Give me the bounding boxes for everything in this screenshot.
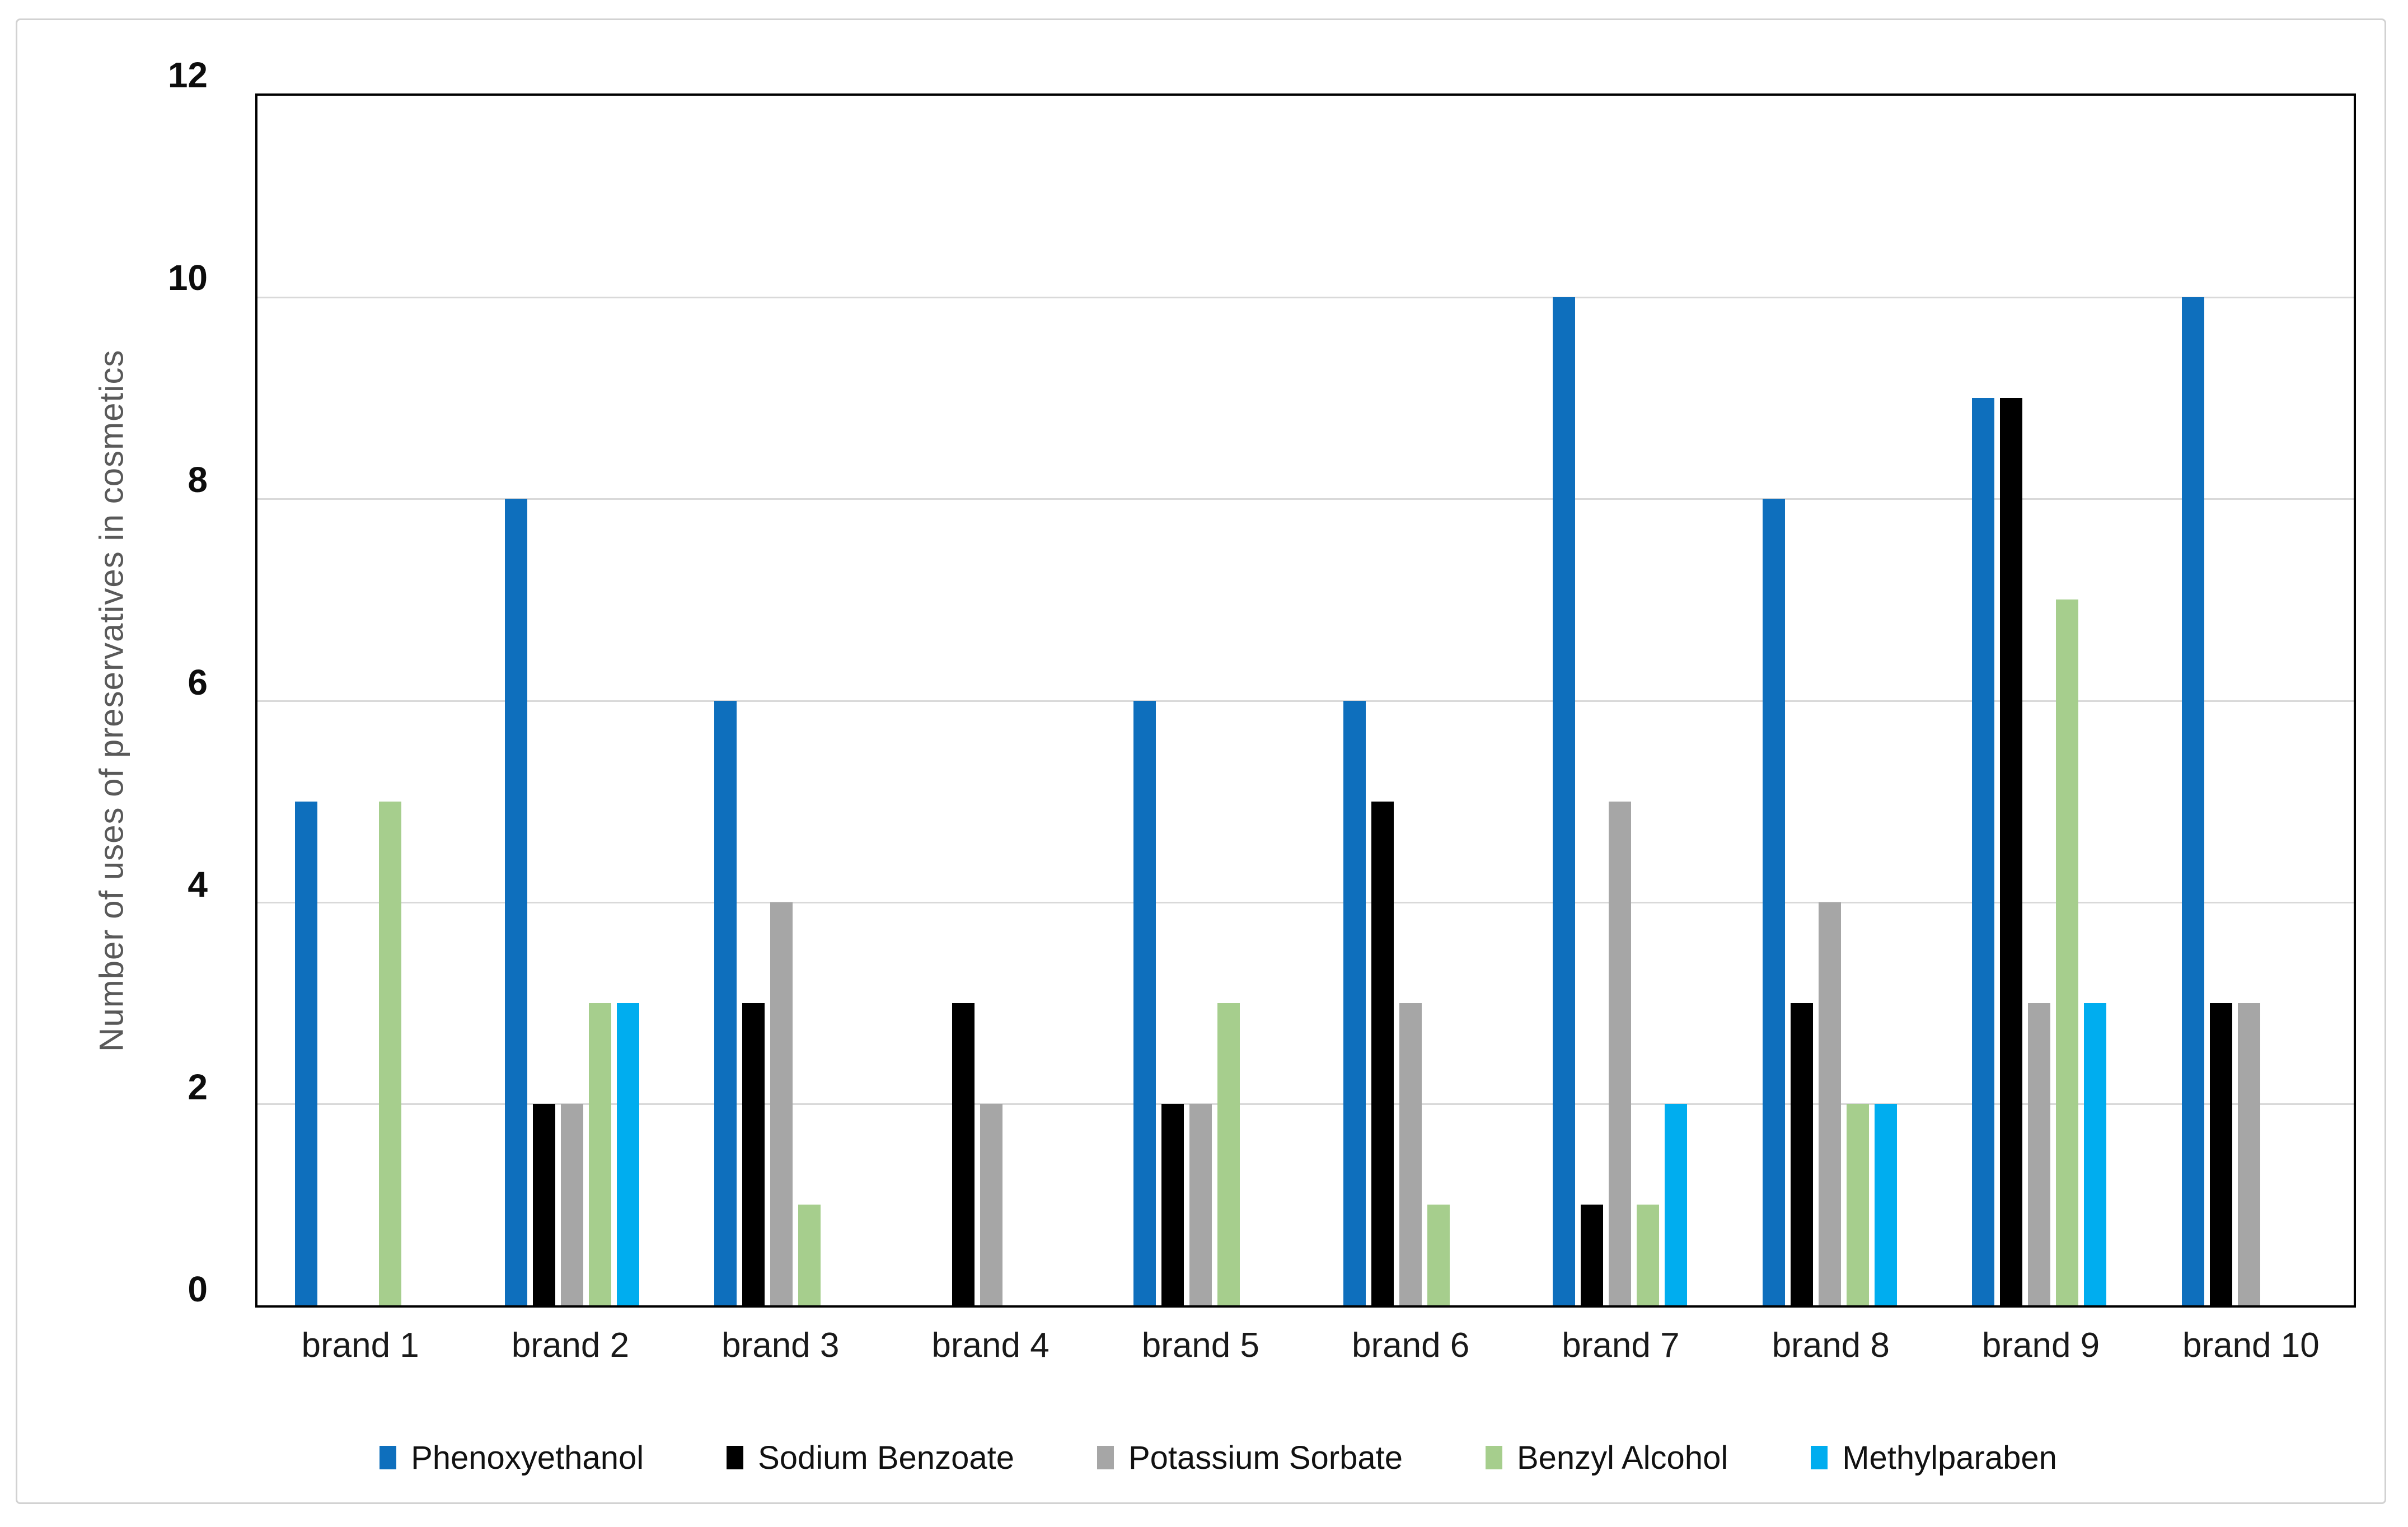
legend-item-methylparaben: Methylparaben [1811,1439,2057,1477]
gridline-2 [257,1103,2354,1105]
bar-sodium-benzoate-brand-8 [1790,1003,1813,1305]
legend-item-benzyl-alcohol: Benzyl Alcohol [1485,1439,1728,1477]
bar-group-brand-2 [467,96,677,1305]
bar-sodium-benzoate-brand-4 [952,1003,975,1305]
bar-methylparaben-brand-2 [616,1003,639,1305]
legend-swatch-methylparaben [1811,1446,1828,1469]
bar-potassium-sorbate-brand-9 [2028,1003,2051,1305]
chart-legend: Phenoxyethanol Sodium Benzoate Potassium S… [33,1435,2404,1480]
legend-label-potassium-sorbate: Potassium Sorbate [1128,1439,1403,1476]
x-label-brand-7: brand 7 [1562,1326,1680,1365]
y-tick-label-10: 10 [167,257,208,298]
bar-benzyl-alcohol-brand-5 [1217,1003,1240,1305]
bar-potassium-sorbate-brand-3 [770,902,793,1305]
legend-label-sodium-benzoate: Sodium Benzoate [758,1439,1014,1476]
bar-benzyl-alcohol-brand-1 [379,801,402,1305]
bar-phenoxyethanol-brand-3 [714,700,737,1305]
x-axis-category-labels: brand 1 brand 2 brand 3 brand 4 brand 5 brand… [255,1325,2356,1365]
chart-frame: Number of uses of preservatives in cosme… [16,18,2386,1504]
gridline-6 [257,700,2354,702]
bar-potassium-sorbate-brand-5 [1189,1103,1212,1305]
bar-benzyl-alcohol-brand-3 [798,1204,821,1305]
bar-potassium-sorbate-brand-7 [1609,801,1632,1305]
bar-potassium-sorbate-brand-4 [980,1103,1002,1305]
bar-methylparaben-brand-9 [2084,1003,2107,1305]
legend-item-sodium-benzoate: Sodium Benzoate [727,1439,1014,1477]
bar-sodium-benzoate-brand-6 [1371,801,1394,1305]
bar-benzyl-alcohol-brand-7 [1637,1204,1660,1305]
bar-sodium-benzoate-brand-10 [2209,1003,2232,1305]
gridline-8 [257,498,2354,500]
bar-sodium-benzoate-brand-9 [2000,398,2023,1305]
bar-potassium-sorbate-brand-8 [1818,902,1841,1305]
bar-potassium-sorbate-brand-2 [560,1103,583,1305]
y-tick-label-12: 12 [167,55,208,95]
legend-swatch-phenoxyethanol [380,1446,397,1469]
y-tick-label-8: 8 [188,460,208,500]
x-label-brand-4: brand 4 [931,1326,1050,1365]
bar-phenoxyethanol-brand-9 [1972,398,1995,1305]
bar-sodium-benzoate-brand-3 [742,1003,765,1305]
y-tick-label-0: 0 [188,1269,208,1309]
bar-benzyl-alcohol-brand-2 [588,1003,611,1305]
bar-group-brand-8 [1725,96,1935,1305]
bar-group-brand-1 [257,96,467,1305]
x-label-brand-1: brand 1 [301,1326,419,1365]
x-label-brand-8: brand 8 [1772,1326,1890,1365]
bar-phenoxyethanol-brand-5 [1133,700,1156,1305]
bar-group-brand-6 [1306,96,1516,1305]
bar-methylparaben-brand-7 [1665,1103,1688,1305]
bars-layer [257,96,2354,1305]
bar-sodium-benzoate-brand-5 [1161,1103,1184,1305]
bar-methylparaben-brand-8 [1874,1103,1897,1305]
y-tick-label-4: 4 [188,864,208,905]
legend-label-benzyl-alcohol: Benzyl Alcohol [1516,1439,1728,1476]
bar-phenoxyethanol-brand-1 [295,801,318,1305]
bar-benzyl-alcohol-brand-6 [1427,1204,1450,1305]
legend-item-potassium-sorbate: Potassium Sorbate [1097,1439,1403,1477]
legend-label-methylparaben: Methylparaben [1842,1439,2057,1476]
y-tick-label-6: 6 [188,662,208,702]
bar-group-brand-3 [677,96,887,1305]
bar-group-brand-5 [1096,96,1306,1305]
bar-phenoxyethanol-brand-7 [1553,297,1576,1305]
bar-benzyl-alcohol-brand-8 [1846,1103,1869,1305]
plot-area [255,93,2356,1308]
bar-potassium-sorbate-brand-6 [1399,1003,1422,1305]
x-label-brand-10: brand 10 [2182,1326,2320,1365]
bar-phenoxyethanol-brand-6 [1343,700,1366,1305]
bar-group-brand-7 [1515,96,1725,1305]
x-label-brand-9: brand 9 [1981,1326,2100,1365]
bar-sodium-benzoate-brand-7 [1581,1204,1604,1305]
gridline-4 [257,901,2354,903]
legend-item-phenoxyethanol: Phenoxyethanol [380,1439,644,1477]
x-label-brand-3: brand 3 [722,1326,840,1365]
y-tick-label-2: 2 [188,1066,208,1107]
legend-swatch-potassium-sorbate [1097,1446,1114,1469]
bar-group-brand-10 [2144,96,2354,1305]
bar-group-brand-4 [887,96,1097,1305]
bar-sodium-benzoate-brand-2 [532,1103,555,1305]
bar-potassium-sorbate-brand-10 [2237,1003,2260,1305]
legend-swatch-benzyl-alcohol [1485,1446,1502,1469]
bar-group-brand-9 [1934,96,2144,1305]
x-label-brand-5: brand 5 [1141,1326,1259,1365]
bar-phenoxyethanol-brand-8 [1762,499,1785,1305]
legend-label-phenoxyethanol: Phenoxyethanol [411,1439,644,1476]
x-label-brand-2: brand 2 [511,1326,630,1365]
bar-benzyl-alcohol-brand-9 [2056,599,2079,1305]
bar-phenoxyethanol-brand-10 [2181,297,2204,1305]
gridline-10 [257,297,2354,299]
bar-phenoxyethanol-brand-2 [504,499,527,1305]
x-label-brand-6: brand 6 [1351,1326,1470,1365]
legend-swatch-sodium-benzoate [727,1446,744,1469]
